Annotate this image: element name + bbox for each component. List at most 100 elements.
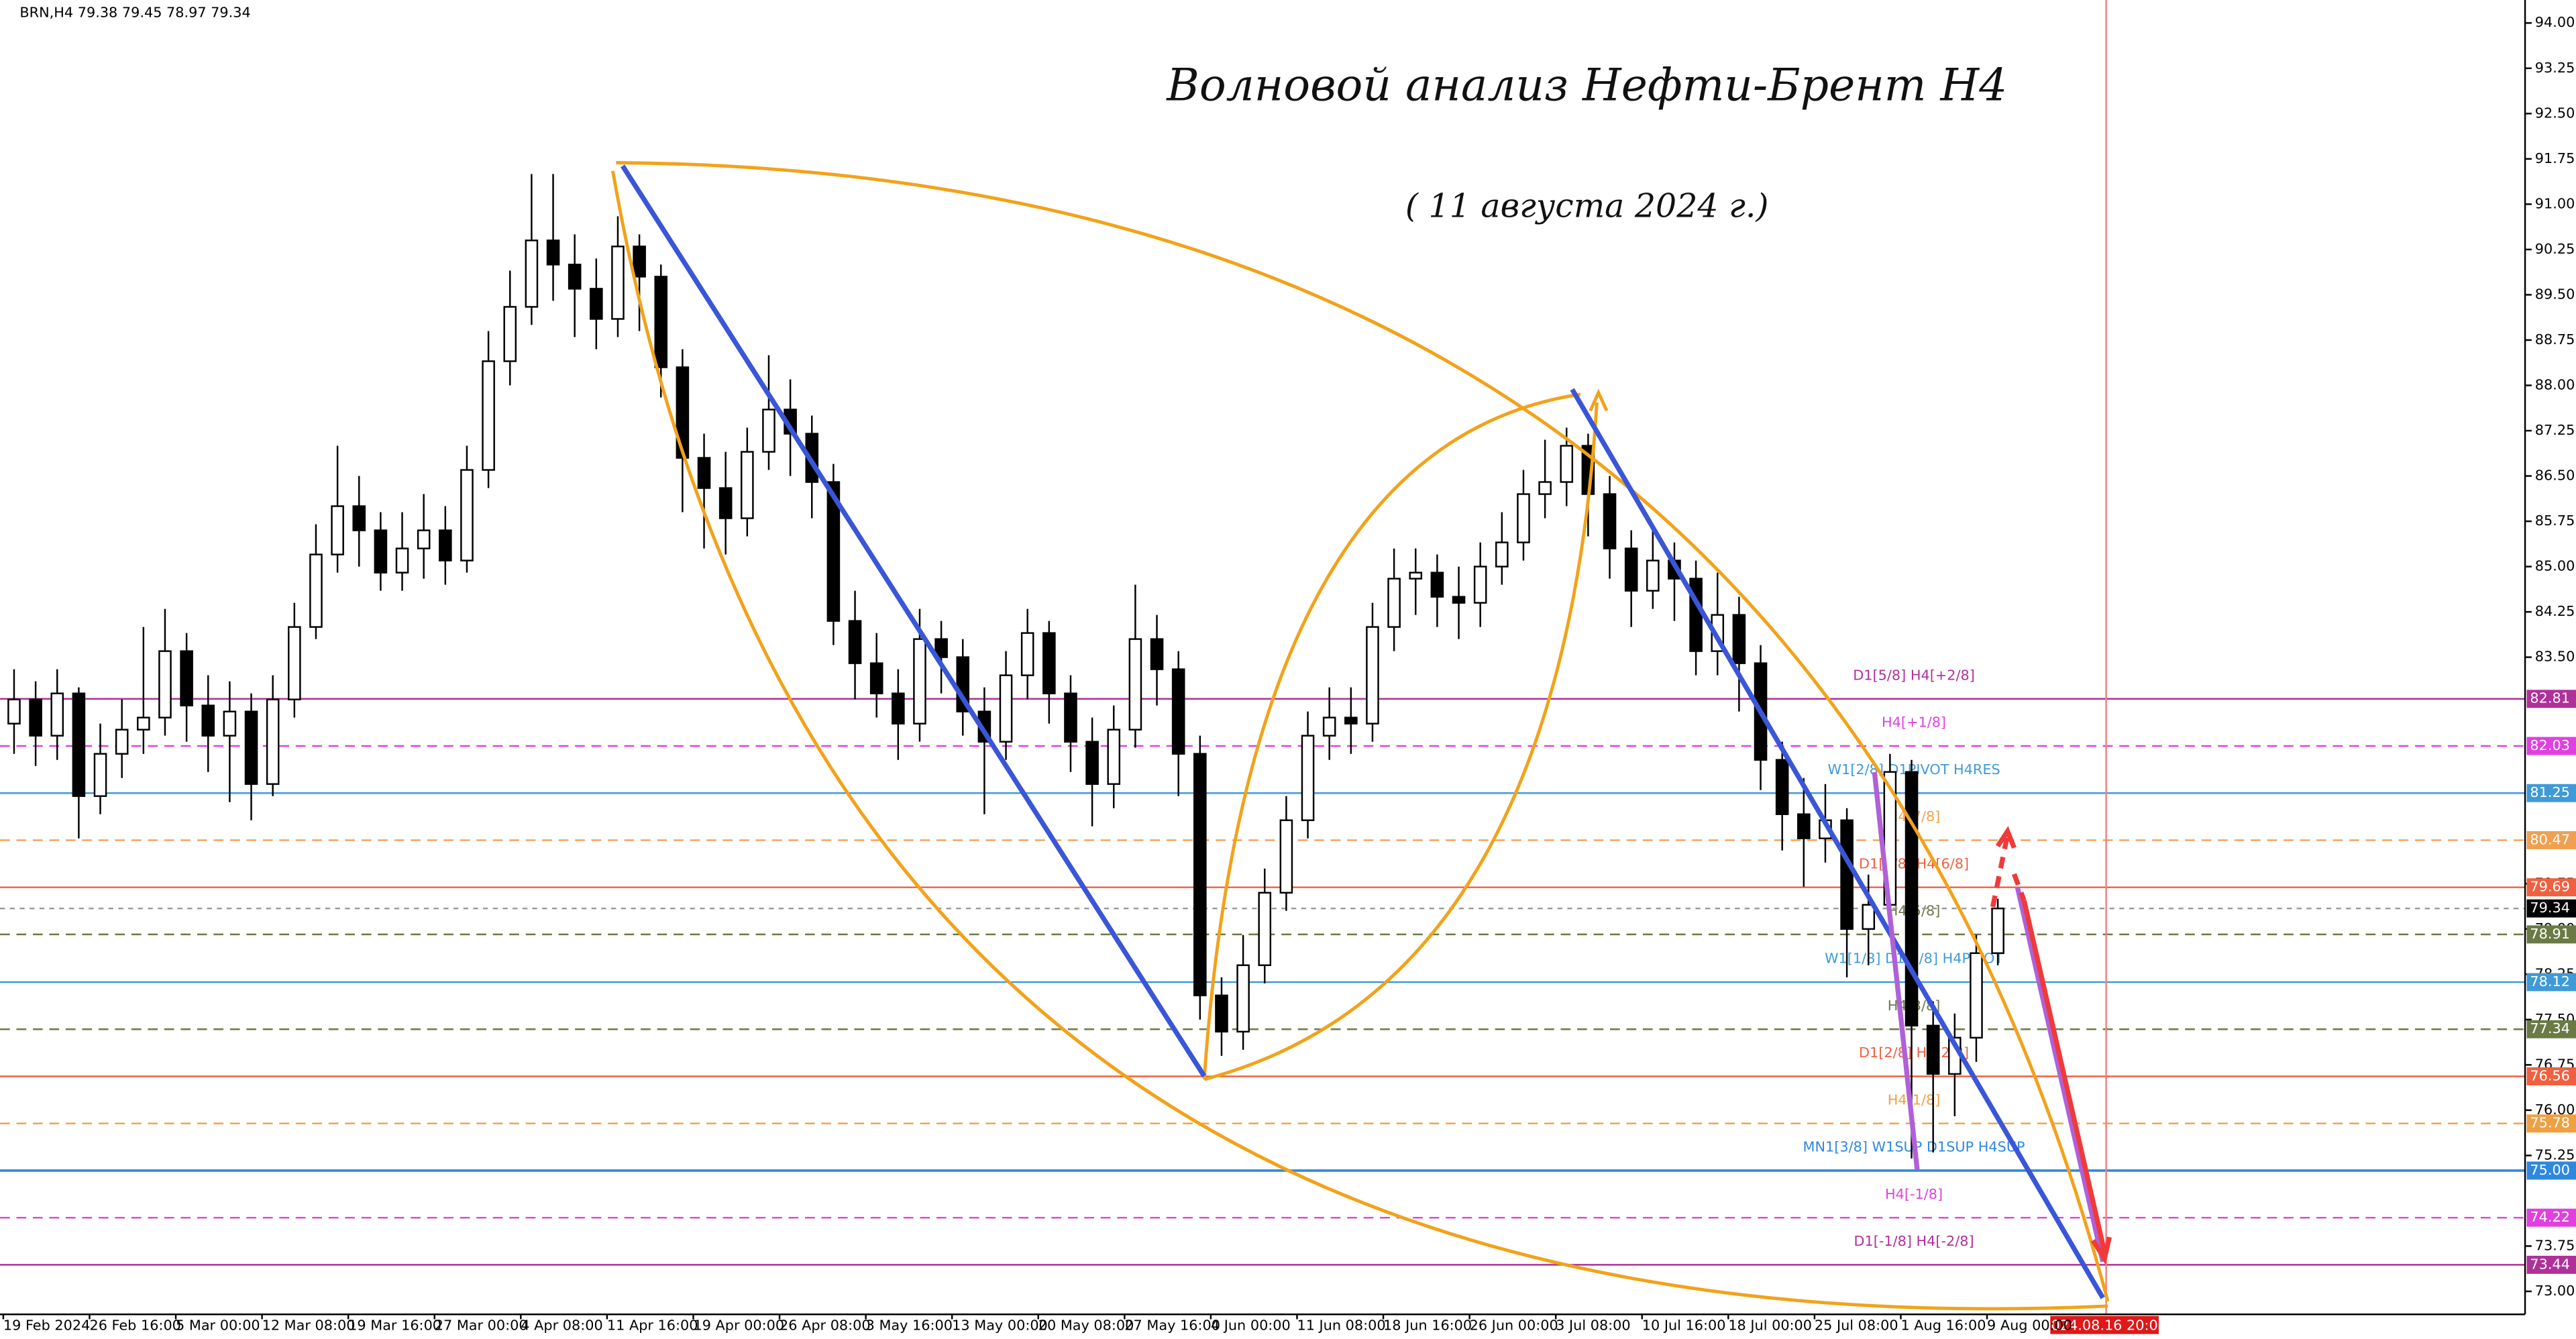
price-tag-label: 78.12 <box>2530 973 2570 989</box>
candle-body <box>590 288 603 320</box>
candle-body <box>1862 904 1876 930</box>
level-label: D1[5/8] H4[+2/8] <box>1853 667 1975 683</box>
cursor-tag <box>2050 1316 2159 1334</box>
arrow-head <box>1995 826 2017 849</box>
price-tag-label: 81.25 <box>2530 784 2570 800</box>
y-tick-label: 92.50 <box>2535 105 2575 121</box>
candle-body <box>201 704 215 737</box>
price-tag <box>2526 1208 2576 1227</box>
candle-body <box>1128 638 1142 731</box>
y-tick-label: 87.25 <box>2535 422 2575 438</box>
candle-body <box>1991 907 2004 955</box>
candle-body <box>999 674 1013 743</box>
x-tick-label: 27 May 16:00 <box>1124 1317 1220 1333</box>
candle-body <box>1193 753 1207 997</box>
candle-body <box>525 239 539 308</box>
candle-body <box>892 692 905 725</box>
price-tag-label: 82.81 <box>2530 690 2570 706</box>
candle-body <box>288 626 301 700</box>
candle-body <box>1603 493 1617 549</box>
candle-body <box>1107 729 1121 785</box>
arrow <box>2021 900 2107 1252</box>
x-tick-label: 19 Feb 2024 <box>3 1317 90 1333</box>
price-tag <box>2526 878 2576 897</box>
candle-body <box>741 451 754 519</box>
candle-body <box>7 698 21 725</box>
candle-body <box>1409 572 1423 580</box>
candle-body <box>1732 614 1746 664</box>
x-tick-label: 26 Feb 16:00 <box>89 1317 180 1333</box>
candle-body <box>93 753 107 797</box>
chart-title: Волновой анализ Нефти-Брент H4 <box>1166 59 2007 111</box>
x-tick-label: 3 Jul 08:00 <box>1556 1317 1630 1333</box>
candle-body <box>546 239 560 266</box>
x-tick-label: 18 Jun 16:00 <box>1383 1317 1472 1333</box>
header: BRN,H4 79.38 79.45 78.97 79.34 <box>19 5 250 21</box>
candle-body <box>374 529 388 574</box>
candle-body <box>417 529 431 549</box>
y-tick-label: 88.75 <box>2535 331 2575 347</box>
price-tag-label: 80.47 <box>2530 831 2570 847</box>
candle-body <box>1970 952 1983 1039</box>
level-label: H4[+1/8] <box>1882 714 1946 731</box>
candle-body <box>50 692 64 737</box>
drawings <box>611 0 2112 1315</box>
y-tick-label: 91.00 <box>2535 195 2575 211</box>
candle-body <box>1150 638 1164 670</box>
x-tick-label: 19 Mar 16:00 <box>348 1317 441 1333</box>
candle-body <box>115 729 129 755</box>
arrow <box>1872 771 1920 1171</box>
candle-body <box>1430 572 1444 598</box>
candle-body <box>460 469 474 561</box>
level-label: D1[-1/8] H4[-2/8] <box>1854 1233 1974 1249</box>
arrow-dashed <box>1990 834 2010 908</box>
x-tick-label: 10 Jul 16:00 <box>1642 1317 1726 1333</box>
candle-body <box>1560 445 1574 483</box>
price-tag-label: 75.78 <box>2530 1115 2570 1131</box>
candle-body <box>1495 541 1509 568</box>
x-tick-label: 9 Aug 00:00 <box>1987 1317 2072 1333</box>
candle-body <box>718 487 733 519</box>
price-tag <box>2526 831 2576 849</box>
y-tick-label: 86.50 <box>2535 468 2575 484</box>
price-tag <box>2526 1255 2576 1274</box>
y-tick-label: 73.75 <box>2535 1237 2575 1253</box>
price-tag <box>2526 1020 2576 1038</box>
x-tick-label: 12 Mar 08:00 <box>262 1317 356 1333</box>
candle-body <box>1797 813 1811 839</box>
candle-body <box>395 547 409 574</box>
candle-body <box>762 409 775 453</box>
y-tick-label: 73.00 <box>2535 1283 2575 1299</box>
candle-body <box>1452 596 1466 604</box>
arrow-head <box>2090 1236 2112 1265</box>
arc <box>1202 392 1581 1080</box>
chart-subtitle: ( 11 августа 2024 г.) <box>1405 187 1769 225</box>
candle-body <box>568 264 582 290</box>
candle-body <box>611 246 625 320</box>
candle-body <box>1926 1024 1940 1075</box>
y-tick-label: 85.75 <box>2535 513 2575 529</box>
y-tick-label: 93.25 <box>2535 60 2575 76</box>
candle-body <box>1775 759 1789 815</box>
x-tick-label: 11 Apr 16:00 <box>607 1317 698 1333</box>
candle-body <box>482 360 495 471</box>
price-tag <box>2526 1161 2576 1180</box>
candle-body <box>1646 559 1660 592</box>
x-tick-label: 25 Jul 08:00 <box>1815 1317 1898 1333</box>
x-tick-label: 11 Jun 08:00 <box>1297 1317 1385 1333</box>
trend-line <box>1570 388 2105 1299</box>
x-tick-label: 3 May 16:00 <box>866 1317 953 1333</box>
y-tick-label: 75.25 <box>2535 1146 2575 1163</box>
candle-body <box>180 650 193 706</box>
x-tick-label: 18 Jul 00:00 <box>1728 1317 1812 1333</box>
arc <box>611 170 2108 1311</box>
candle-body <box>1517 493 1530 543</box>
candle-body <box>913 638 926 725</box>
price-tag-label: 73.44 <box>2530 1256 2570 1272</box>
price-tag-label: 74.22 <box>2530 1209 2570 1225</box>
candle-body <box>1387 578 1401 628</box>
price-tag <box>2526 925 2576 944</box>
y-tick-label: 90.25 <box>2535 241 2575 257</box>
